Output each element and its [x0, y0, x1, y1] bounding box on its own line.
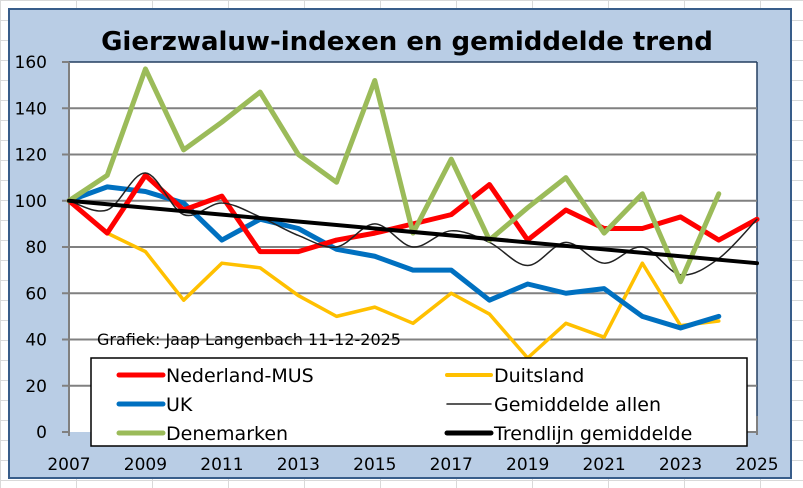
legend-box: [90, 357, 748, 447]
legend-item-denemarken: Denemarken: [116, 423, 288, 445]
legend: Nederland-MUS Duitsland UK Gemiddelde allen…: [90, 357, 748, 447]
y-tick-label: 60: [25, 284, 47, 304]
x-tick-label: 2013: [277, 455, 320, 475]
legend-item-gemiddelde-allen: Gemiddelde allen: [446, 394, 661, 416]
series-line-trendlijn-gemiddelde: [67, 198, 759, 266]
legend-label: UK: [166, 394, 193, 416]
x-tick-label: 2025: [735, 455, 778, 475]
y-tick-label: 120: [15, 146, 47, 166]
chart-title: Gierzwaluw-indexen en gemiddelde trend: [101, 27, 713, 57]
series-trendlijn-gemiddelde: [67, 198, 759, 266]
legend-label: Nederland-MUS: [166, 365, 314, 387]
y-tick-label: 140: [15, 99, 47, 119]
legend-item-duitsland: Duitsland: [445, 365, 584, 387]
series-line-duitsland: [67, 199, 721, 360]
y-tick-label: 0: [36, 423, 47, 443]
x-tick-label: 2009: [124, 455, 167, 475]
x-tick-label: 2019: [506, 455, 549, 475]
legend-item-nederland-mus: Nederland-MUS: [116, 365, 314, 387]
legend-label: Duitsland: [494, 365, 584, 387]
legend-label: Trendlijn gemiddelde: [493, 423, 692, 445]
x-tick-label: 2015: [353, 455, 396, 475]
x-tick-label: 2023: [659, 455, 702, 475]
y-tick-label: 40: [25, 331, 47, 351]
legend-label: Denemarken: [166, 423, 288, 445]
series-denemarken: [66, 66, 722, 285]
x-tick-label: 2011: [200, 455, 243, 475]
y-tick-label: 160: [15, 53, 47, 73]
x-tick-label: 2017: [430, 455, 473, 475]
x-tick-label: 2007: [47, 455, 90, 475]
x-tick-label: 2021: [582, 455, 625, 475]
legend-label: Gemiddelde allen: [494, 394, 661, 416]
series-line-denemarken: [66, 66, 722, 285]
y-tick-label: 80: [25, 238, 47, 258]
chart-credit-annotation: Grafiek: Jaap Langenbach 11-12-2025: [97, 330, 401, 349]
legend-item-uk: UK: [116, 394, 193, 416]
y-tick-label: 100: [15, 192, 47, 212]
legend-item-trendlijn-gemiddelde: Trendlijn gemiddelde: [444, 423, 692, 445]
y-tick-label: 20: [25, 377, 47, 397]
